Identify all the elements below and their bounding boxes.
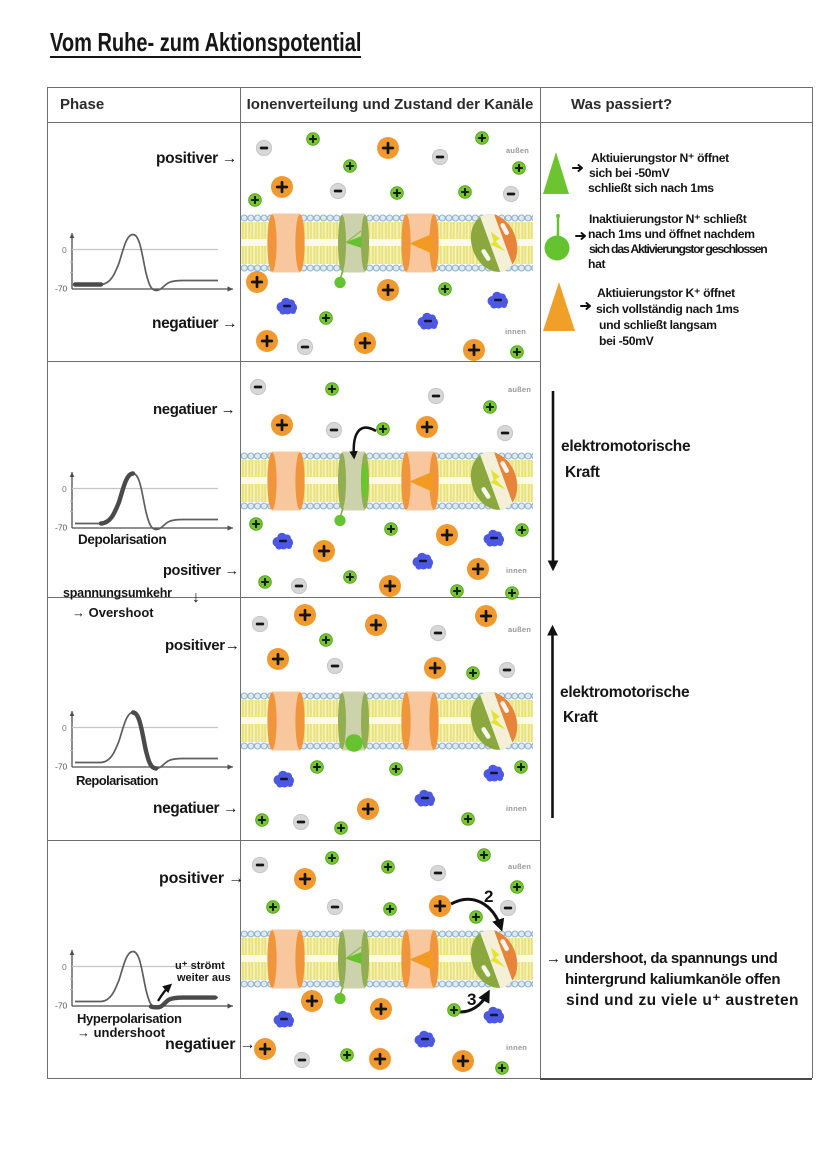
svg-text:2: 2	[484, 887, 493, 906]
svg-text:-70: -70	[55, 762, 68, 772]
svg-text:-70: -70	[55, 284, 68, 294]
svg-text:0: 0	[62, 962, 67, 972]
svg-text:-70: -70	[55, 523, 68, 533]
svg-text:0: 0	[62, 245, 67, 255]
svg-text:3: 3	[467, 990, 476, 1009]
svg-text:0: 0	[62, 484, 67, 494]
svg-text:0: 0	[62, 723, 67, 733]
svg-text:-70: -70	[55, 1001, 68, 1011]
